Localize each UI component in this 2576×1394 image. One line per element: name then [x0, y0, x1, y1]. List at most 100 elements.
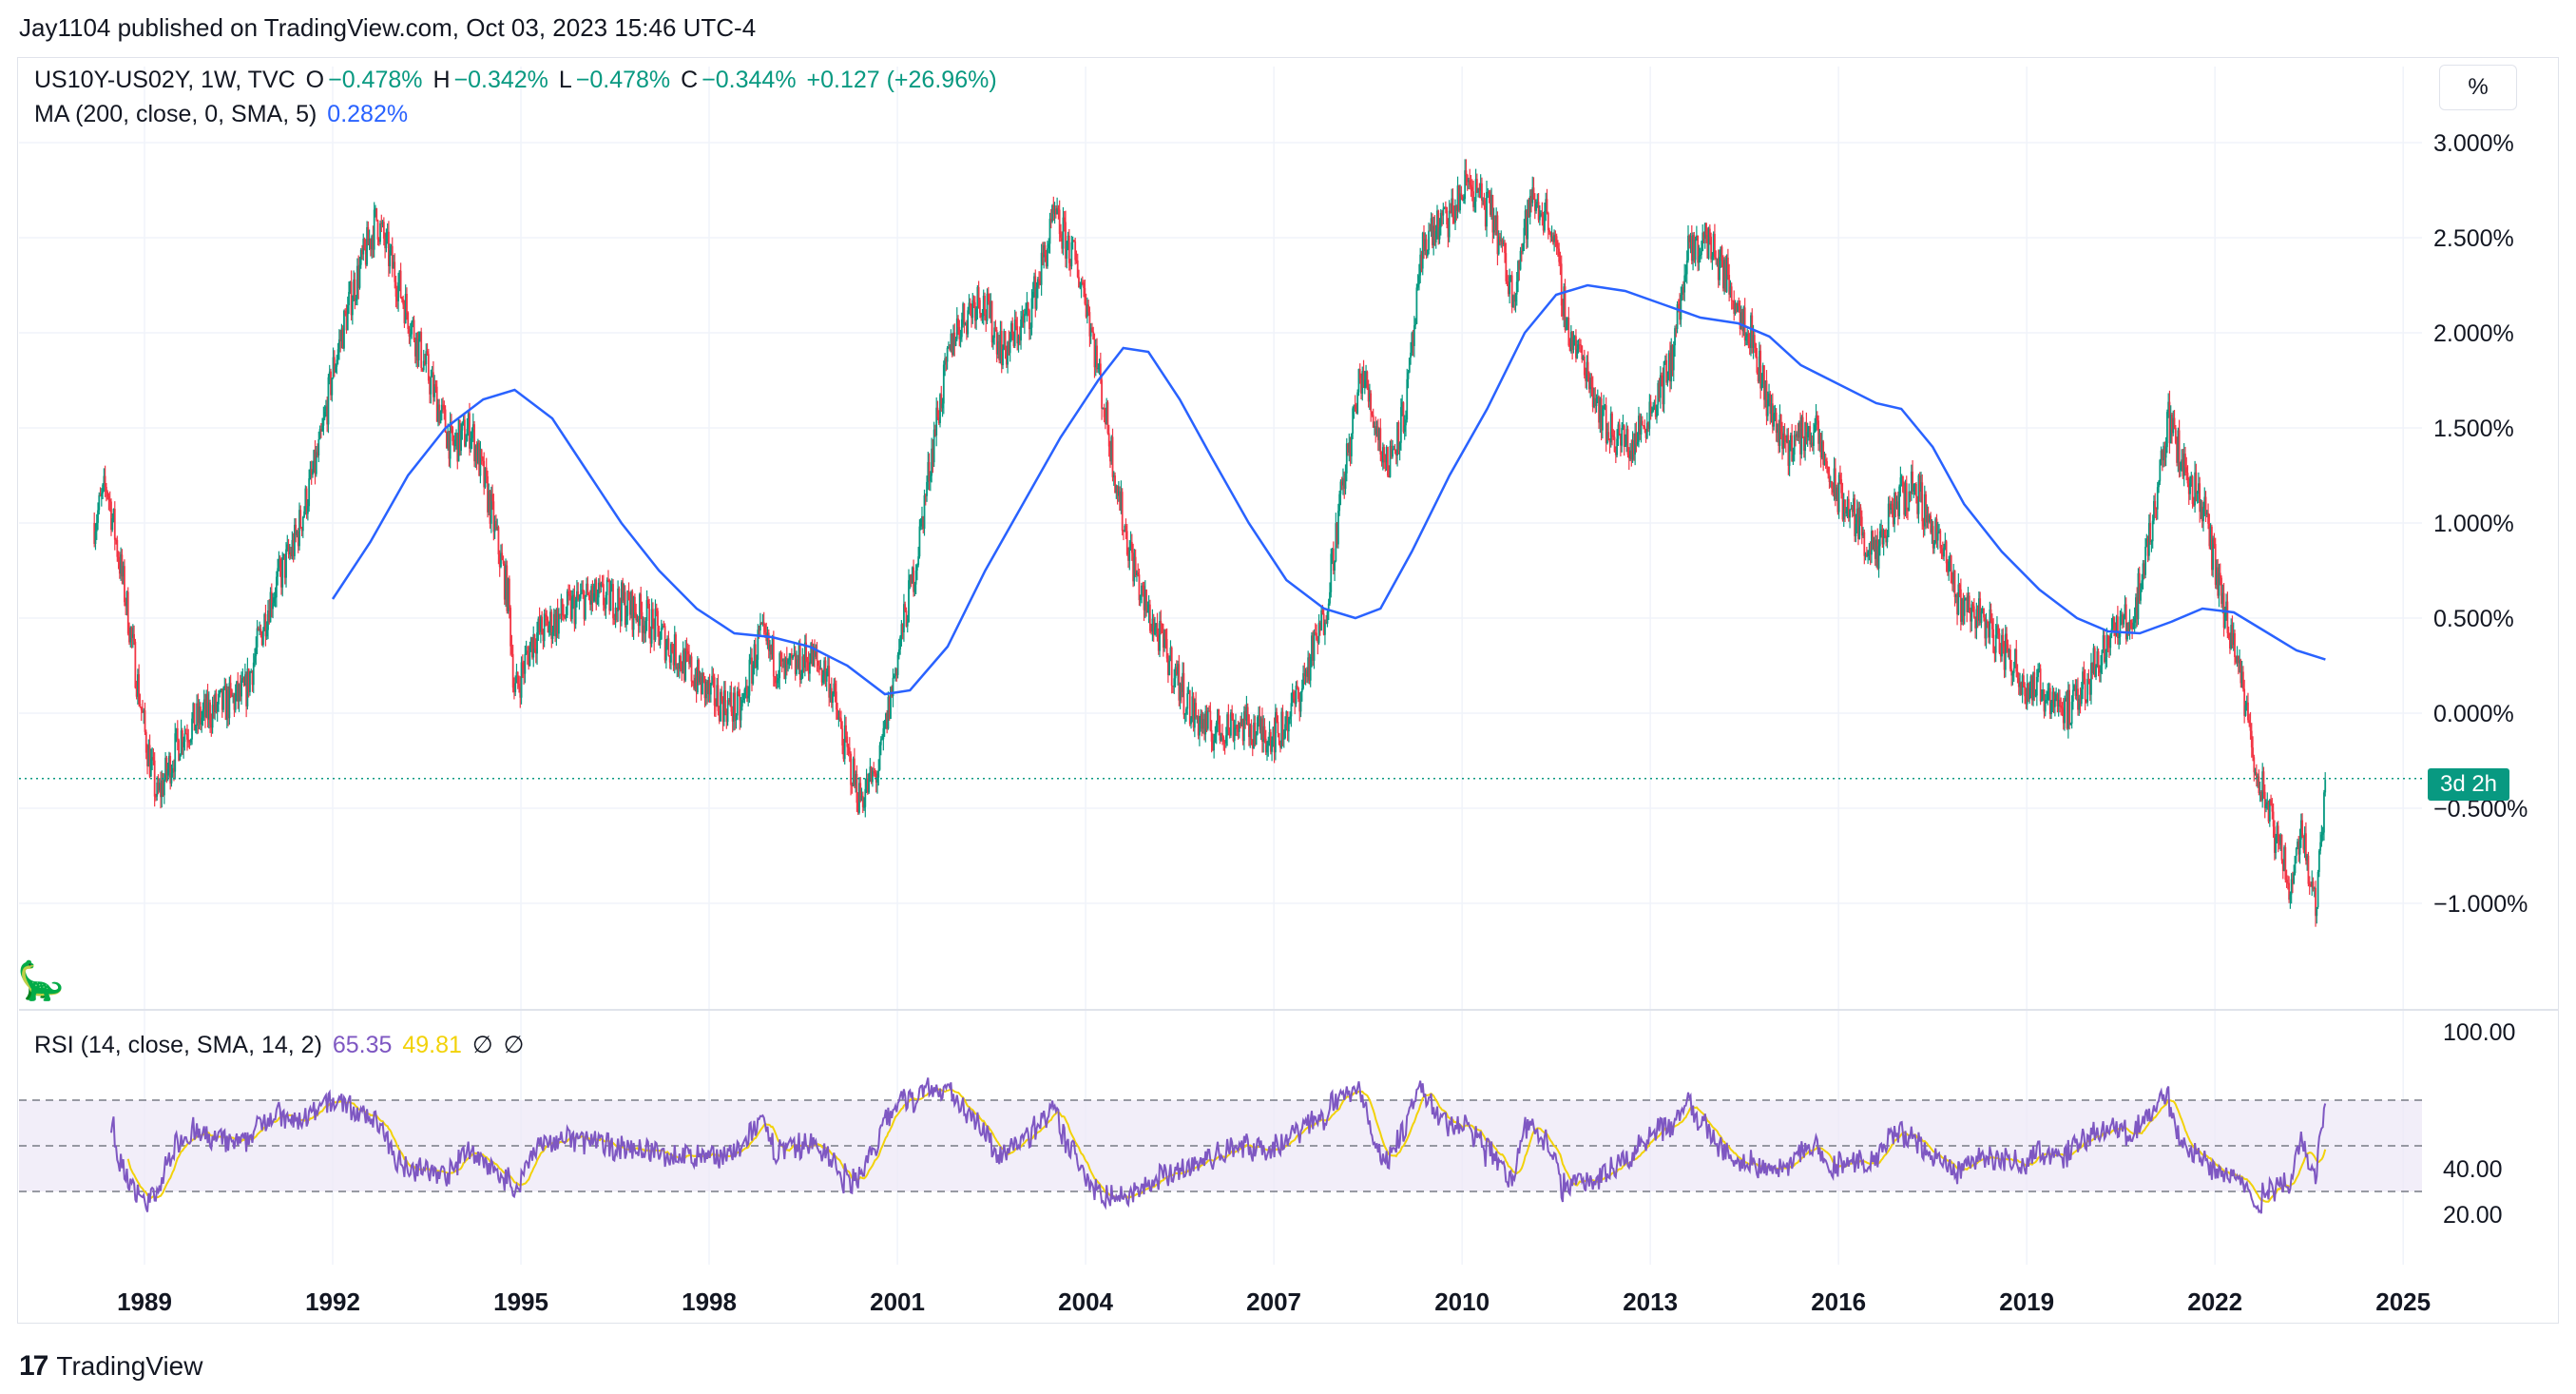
candle-body: [1093, 339, 1096, 368]
candle-body: [1267, 740, 1270, 746]
candle-body: [1544, 210, 1546, 231]
close-value: −0.344%: [702, 67, 797, 93]
candle-body: [1054, 208, 1057, 215]
candle-body: [790, 653, 793, 659]
symbol-legend[interactable]: US10Y-US02Y, 1W, TVC O −0.478% H −0.342% L…: [34, 67, 1001, 94]
candle-body: [1180, 683, 1182, 692]
candle-body: [824, 660, 827, 682]
candle-body: [2317, 850, 2320, 872]
candle-body: [1479, 183, 1482, 191]
candle-body: [1598, 397, 1600, 423]
candle-body: [1750, 315, 1752, 348]
candle-body: [1681, 287, 1683, 295]
candle-body: [672, 652, 675, 666]
candle-body: [1483, 200, 1486, 206]
candle-body: [373, 209, 375, 250]
candle-body: [1345, 443, 1348, 474]
candle-body: [1313, 632, 1316, 661]
candle-body: [833, 683, 836, 694]
candle-body: [807, 662, 810, 674]
candle-body: [1550, 236, 1553, 238]
candle-body: [2158, 481, 2160, 488]
candle-body: [2320, 834, 2323, 842]
candle-body: [576, 591, 578, 601]
candle-body: [1740, 312, 1742, 330]
candle-body: [2225, 601, 2228, 613]
candle-body: [1067, 235, 1069, 242]
candle-body: [2051, 691, 2054, 704]
candle-body: [551, 631, 554, 639]
candle-body: [2297, 842, 2300, 855]
candle-body: [1124, 525, 1126, 532]
candle-body: [1192, 696, 1195, 728]
candle-body: [1721, 246, 1723, 261]
candle-body: [525, 650, 528, 654]
candle-body: [1349, 442, 1352, 456]
candle-body: [1056, 207, 1059, 215]
candle-body: [610, 584, 613, 591]
candle-body: [1396, 421, 1398, 455]
dino-icon[interactable]: 🦕: [17, 960, 65, 1002]
candle-body: [1191, 696, 1194, 719]
candle-body: [236, 681, 238, 694]
candle-body: [1114, 475, 1116, 493]
candle-body: [1782, 434, 1785, 450]
candle-body: [1070, 242, 1073, 267]
candle-body: [372, 236, 375, 250]
candle-body: [1931, 526, 1933, 533]
close-label: C: [681, 67, 699, 93]
candle-body: [868, 773, 871, 793]
chart-frame[interactable]: [17, 57, 2559, 1324]
price-axis: 3.000%2.500%2.000%1.500%1.000%0.500%0.00…: [2433, 130, 2528, 918]
candle-body: [829, 687, 832, 698]
candle-body: [467, 413, 470, 430]
candle-body: [340, 328, 343, 341]
candle-body: [128, 633, 130, 643]
candle-body: [949, 346, 952, 351]
candle-body: [493, 521, 496, 532]
candle-body: [1183, 713, 1186, 715]
candle-body: [1567, 318, 1570, 346]
candle-body: [513, 687, 515, 692]
candle-body: [345, 313, 348, 331]
candle-body: [666, 638, 669, 648]
candle-body: [1777, 424, 1778, 434]
candle-body: [2065, 698, 2067, 702]
candle-body: [573, 594, 576, 625]
candle-body: [1932, 526, 1934, 549]
candle-body: [1085, 303, 1087, 318]
candle-body: [129, 628, 132, 643]
candle-body: [232, 695, 235, 697]
candle-body: [2001, 634, 2003, 657]
ma-legend[interactable]: MA (200, close, 0, SMA, 5) 0.282%: [34, 101, 412, 128]
candle-body: [1513, 296, 1516, 302]
candle-body: [1298, 699, 1301, 712]
candle-body: [1272, 726, 1275, 741]
candle-body: [874, 771, 876, 774]
candle-body: [1049, 219, 1052, 222]
candle-body: [932, 429, 935, 463]
candle-body: [2041, 699, 2043, 702]
candle-body: [1163, 629, 1166, 649]
percent-scale-button[interactable]: %: [2439, 65, 2517, 110]
candle-body: [1137, 572, 1140, 575]
candle-body: [1667, 353, 1670, 380]
candle-body: [363, 238, 366, 249]
candle-body: [2208, 523, 2211, 547]
candle-body: [1546, 199, 1548, 213]
rsi-legend[interactable]: RSI (14, close, SMA, 14, 2) 65.35 49.81 …: [34, 1031, 528, 1059]
candle-body: [1462, 199, 1465, 202]
candle-body: [107, 495, 110, 500]
candle-body: [861, 795, 864, 807]
candle-body: [144, 710, 146, 732]
candle-body: [2068, 689, 2071, 725]
candle-body: [800, 678, 802, 680]
candle-body: [1551, 236, 1554, 242]
candle-body: [876, 777, 878, 783]
candle-body: [2155, 508, 2158, 510]
candle-body: [1540, 213, 1543, 216]
candle-body: [1374, 426, 1375, 428]
candle-body: [840, 718, 842, 729]
chart-canvas[interactable]: 3.000%2.500%2.000%1.500%1.000%0.500%0.00…: [0, 0, 2576, 1331]
candle-body: [1860, 516, 1863, 536]
